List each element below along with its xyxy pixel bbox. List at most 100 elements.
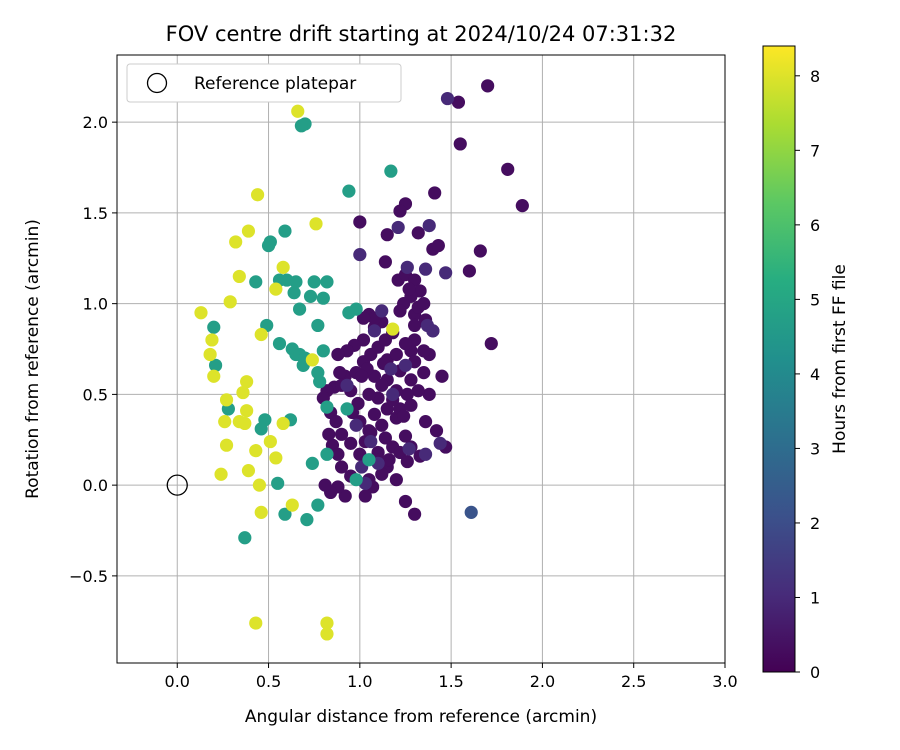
data-point xyxy=(417,344,431,358)
data-point xyxy=(362,387,376,401)
y-tick-label: 0.5 xyxy=(83,385,108,404)
data-point xyxy=(309,217,323,231)
y-tick-label: 1.5 xyxy=(83,204,108,223)
data-point xyxy=(320,447,334,461)
data-point xyxy=(238,531,252,545)
y-axis-ticks: −0.5 0.0 0.5 1.0 1.5 2.0 xyxy=(69,113,117,586)
y-axis-label: Rotation from reference (arcmin) xyxy=(23,219,43,499)
data-point xyxy=(287,286,301,300)
data-point xyxy=(353,215,367,229)
colorbar-tick-label: 6 xyxy=(810,216,820,235)
data-point xyxy=(305,456,319,470)
data-point xyxy=(386,387,400,401)
data-point xyxy=(402,442,416,456)
data-point xyxy=(250,188,265,202)
data-point xyxy=(291,104,305,118)
data-point xyxy=(333,366,347,380)
data-point xyxy=(236,385,250,400)
data-point xyxy=(338,489,352,503)
data-point xyxy=(378,255,392,269)
colorbar-tick-label: 7 xyxy=(810,141,820,160)
data-point xyxy=(278,224,292,238)
plot-frame xyxy=(116,54,726,664)
data-point xyxy=(285,498,299,512)
y-tick-label: 2.0 xyxy=(83,113,108,132)
colorbar-tick-label: 4 xyxy=(810,365,820,384)
data-point xyxy=(300,513,314,527)
reference-marker-layer xyxy=(166,474,188,496)
data-point xyxy=(344,436,358,450)
data-point xyxy=(375,467,389,481)
chart-title: FOV centre drift starting at 2024/10/24 … xyxy=(166,22,677,46)
data-point xyxy=(364,434,378,449)
x-tick-label: 0.5 xyxy=(256,672,281,691)
data-point xyxy=(303,289,318,303)
x-tick-label: 0.0 xyxy=(165,672,190,691)
data-point xyxy=(464,505,478,519)
data-point xyxy=(411,226,425,240)
data-point xyxy=(254,505,268,519)
data-point xyxy=(473,244,487,258)
data-point xyxy=(276,416,290,431)
data-point xyxy=(207,369,221,383)
data-point xyxy=(263,434,277,449)
data-point xyxy=(380,228,394,242)
data-point xyxy=(417,366,431,380)
colorbar-tick-label: 8 xyxy=(810,67,820,86)
data-point xyxy=(249,275,263,289)
data-point xyxy=(320,400,334,414)
data-point xyxy=(207,320,221,334)
legend: Reference platepar xyxy=(126,63,402,103)
data-point xyxy=(307,275,321,289)
data-point xyxy=(305,353,319,367)
data-point xyxy=(254,422,268,436)
data-point xyxy=(462,264,476,278)
data-point xyxy=(389,473,403,487)
y-tick-label: 0.0 xyxy=(83,476,108,495)
data-point xyxy=(451,95,466,109)
data-point xyxy=(241,224,256,238)
data-point xyxy=(515,199,529,213)
data-point xyxy=(203,347,217,362)
data-point xyxy=(404,398,418,412)
data-point xyxy=(356,311,371,325)
data-point xyxy=(254,327,268,342)
data-point xyxy=(219,393,234,407)
x-tick-label: 3.0 xyxy=(712,672,737,691)
data-point xyxy=(331,347,345,362)
data-point xyxy=(398,494,413,509)
data-point xyxy=(214,467,228,481)
colorbar-tick-label: 2 xyxy=(810,514,820,533)
data-point xyxy=(481,79,495,93)
data-point xyxy=(316,291,330,305)
data-point xyxy=(389,347,403,362)
data-point xyxy=(408,507,422,521)
data-point xyxy=(433,436,447,450)
data-point xyxy=(194,306,208,320)
data-point xyxy=(240,404,254,418)
data-point xyxy=(418,262,433,276)
data-point xyxy=(334,427,349,441)
grid-lines xyxy=(117,55,726,663)
data-point xyxy=(400,260,414,274)
x-tick-label: 1.5 xyxy=(438,672,463,691)
data-point xyxy=(355,369,369,383)
legend-box xyxy=(126,63,402,103)
data-point xyxy=(208,358,223,372)
data-point xyxy=(402,282,416,296)
data-point xyxy=(238,416,252,431)
data-point xyxy=(229,235,243,249)
data-point xyxy=(223,295,237,309)
data-point xyxy=(205,333,219,347)
legend-entry-reference-platepar: Reference platepar xyxy=(194,74,356,94)
data-point xyxy=(408,318,422,333)
data-point xyxy=(426,324,440,338)
data-point xyxy=(378,431,392,445)
data-point xyxy=(501,162,515,176)
data-point xyxy=(294,119,309,133)
data-point xyxy=(400,454,414,469)
data-point xyxy=(311,498,325,512)
data-point xyxy=(261,238,276,253)
data-point xyxy=(289,275,303,289)
